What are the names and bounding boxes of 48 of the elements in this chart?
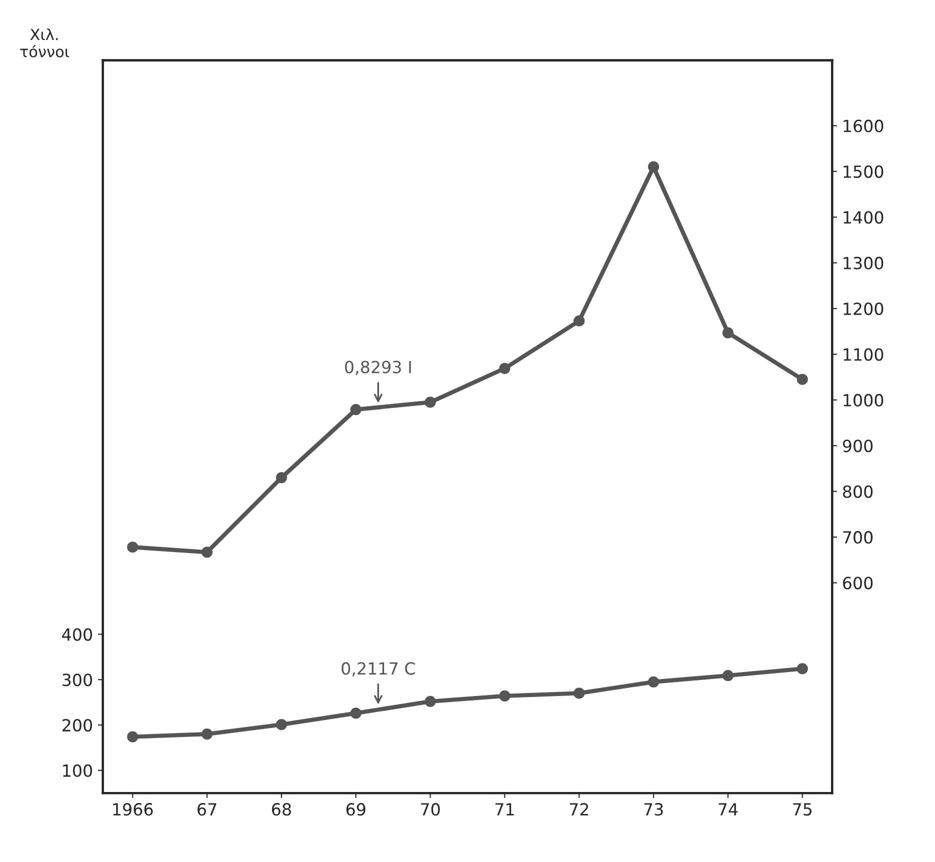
x-tick-label: 1966 [113, 803, 153, 816]
point [127, 542, 138, 553]
point [276, 472, 288, 484]
y-tick-label: 100 [63, 764, 92, 777]
x-tick-label: 74 [718, 803, 738, 816]
y2-tick-label: 1000 [844, 394, 884, 407]
y2-tick-label: 700 [843, 531, 873, 544]
y2-tick-label: 900 [842, 440, 873, 452]
point [201, 728, 213, 740]
point [796, 374, 808, 385]
y2-tick-label: 1500 [844, 165, 884, 178]
x-tick-label: 70 [421, 803, 440, 816]
y-tick-label: 300 [62, 674, 92, 686]
point [350, 404, 362, 416]
point [499, 362, 510, 374]
point [648, 161, 660, 172]
y-tick-label: 400 [62, 628, 92, 641]
y-tick-label: 200 [62, 718, 92, 732]
x-tick-label: 71 [495, 803, 514, 816]
y2-tick-label: 1200 [844, 302, 884, 316]
point [350, 708, 362, 719]
y2-tick-label: 800 [843, 485, 873, 498]
point [276, 718, 288, 730]
x-tick-label: 73 [644, 803, 663, 816]
point [722, 327, 734, 338]
point [201, 546, 213, 558]
y2-tick-label: 1600 [844, 120, 884, 132]
point [796, 663, 808, 674]
point [574, 688, 585, 699]
series-label: 0,8293 I [345, 360, 411, 376]
point [424, 696, 436, 707]
y2-tick-label: 600 [843, 576, 873, 590]
x-tick-label: 72 [570, 803, 588, 816]
y-axis-title: Χιλ. τόννοι [20, 28, 70, 58]
x-tick-label: 67 [198, 803, 216, 816]
x-tick-label: 68 [272, 803, 291, 816]
point [424, 396, 436, 408]
point [722, 670, 734, 682]
point [574, 315, 585, 326]
x-tick-label: 69 [346, 803, 366, 816]
y2-tick-label: 1300 [844, 256, 884, 270]
y2-tick-label: 1100 [844, 348, 884, 361]
y2-tick-label: 1400 [844, 211, 884, 224]
x-tick-label: 75 [793, 803, 812, 816]
point [499, 690, 510, 702]
series-label: 0,2117 C [342, 662, 415, 676]
point [648, 676, 660, 688]
point [127, 731, 138, 742]
